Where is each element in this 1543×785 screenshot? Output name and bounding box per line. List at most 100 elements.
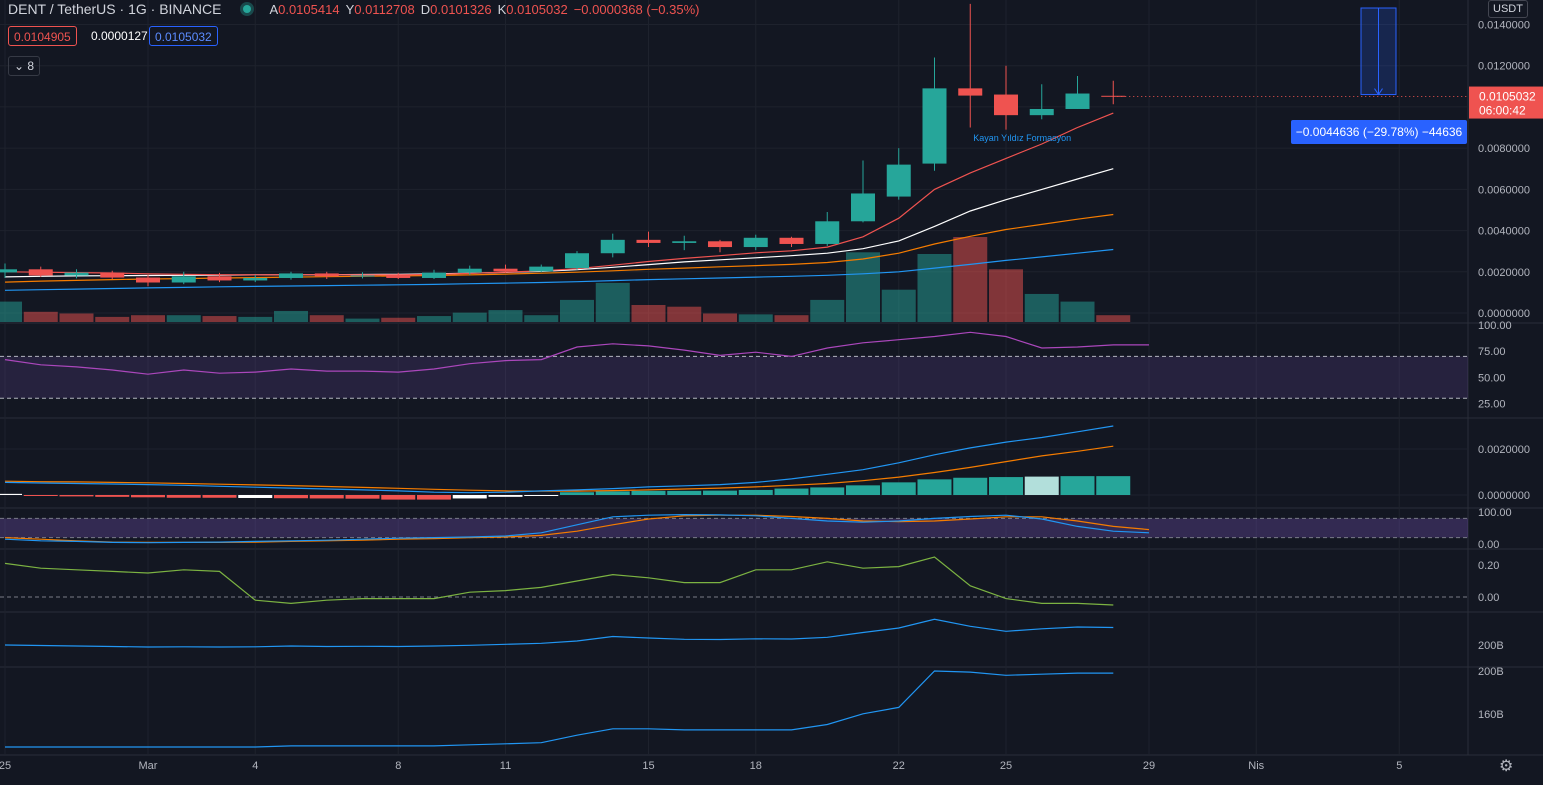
volume-bar (131, 315, 165, 322)
volume-bar (345, 318, 380, 322)
last-price-box (1469, 86, 1543, 119)
volume-bar (631, 305, 666, 322)
volume-bar (881, 289, 916, 322)
candle-body (28, 269, 53, 276)
candle-body (493, 268, 518, 272)
macd-histogram-bar (917, 479, 952, 495)
price-tick-label: 0.0120000 (1478, 61, 1530, 73)
macd-histogram-bar (309, 495, 344, 499)
macd-histogram-bar (738, 489, 773, 495)
indicator-count: 8 (27, 59, 35, 73)
ask-button[interactable]: 0.0105032 (149, 26, 218, 46)
change-value: −0.0000368 (−0.35%) (573, 2, 700, 17)
low-value: 0.0101326 (430, 2, 492, 17)
volume-bar (917, 254, 952, 322)
open-label: A (269, 2, 279, 17)
currency-unit-button[interactable]: USDT (1488, 0, 1528, 18)
price-tick-label: 0.0060000 (1478, 184, 1530, 196)
x-tick-label: Nis (1248, 760, 1264, 772)
x-tick-label: 29 (1143, 760, 1155, 772)
macd-histogram-bar (452, 495, 487, 499)
obv2-tick-label: 160B (1478, 709, 1504, 721)
volume-bar (738, 314, 773, 322)
spread-value: 0.0000127 (91, 29, 148, 43)
obv-tick-label: 200B (1478, 640, 1504, 652)
macd-histogram-bar (1060, 476, 1095, 495)
cmf-line (4, 556, 1114, 606)
candle-body (600, 239, 625, 254)
measure-label-box (1291, 120, 1467, 144)
volume-bar (524, 315, 559, 322)
candle-body (171, 276, 196, 283)
candle-body (851, 193, 875, 222)
price-tick-label: 0.0000000 (1478, 308, 1530, 320)
macd-histogram-bar (1096, 476, 1131, 495)
volume-bar (274, 310, 308, 322)
volume-bar (560, 299, 594, 322)
macd-histogram-bar (274, 495, 308, 499)
macd-histogram-bar (202, 495, 237, 498)
x-tick-label: 4 (252, 760, 258, 772)
rsi-tick-label: 100.00 (1478, 320, 1512, 332)
volume-bar (452, 312, 487, 322)
volume-bar (95, 316, 130, 322)
volume-bar (488, 310, 523, 322)
cmf-tick-label: 0.00 (1478, 592, 1499, 604)
price-tick-label: 0.0080000 (1478, 143, 1530, 155)
macd-histogram-bar (560, 492, 594, 495)
close-label: K (497, 2, 507, 17)
candle-body (815, 221, 840, 244)
macd-histogram-bar (846, 485, 880, 495)
candle-body (1029, 108, 1054, 116)
candle-body (958, 88, 983, 96)
volume-bar (202, 316, 237, 322)
close-value: 0.0105032 (506, 2, 568, 17)
macd-tick-label: 0.0020000 (1478, 444, 1530, 456)
volume-bar (59, 313, 94, 322)
volume-bar (667, 306, 702, 322)
x-tick-label: 25 (0, 760, 11, 772)
macd-histogram-bar (1024, 476, 1059, 495)
macd-histogram-bar (631, 490, 666, 495)
x-tick-label: 11 (500, 760, 511, 772)
macd-histogram-bar (524, 495, 559, 496)
countdown-value: 06:00:42 (1479, 104, 1526, 118)
x-tick-label: 25 (1000, 760, 1012, 772)
indicators-collapse-button[interactable]: ⌄ 8 (8, 56, 40, 76)
candle-body (779, 237, 804, 244)
macd-tick-label: 0.0000000 (1478, 490, 1530, 502)
macd-histogram-bar (238, 495, 273, 498)
stoch-tick-label: 100.00 (1478, 507, 1512, 519)
volume-bar (238, 316, 273, 322)
volume-bar (23, 311, 58, 322)
volume-bar (810, 299, 845, 322)
candle-body (207, 276, 232, 281)
gear-icon[interactable]: ⚙ (1499, 758, 1514, 775)
macd-histogram-bar (810, 487, 845, 495)
candle-body (64, 272, 89, 276)
candle-body (386, 275, 411, 278)
macd-signal-line (4, 445, 1114, 492)
macd-histogram-bar (703, 490, 737, 495)
candle-body (565, 253, 589, 269)
candle-body (1065, 93, 1090, 109)
obv2-tick-label: 200B (1478, 666, 1504, 678)
last-price-value: 0.0105032 (1479, 90, 1536, 104)
symbol-title[interactable]: DENT / TetherUS · 1G · BINANCE (8, 1, 222, 17)
macd-histogram-bar (95, 495, 130, 497)
macd-histogram-bar (417, 495, 451, 500)
bid-button[interactable]: 0.0104905 (8, 26, 77, 46)
low-label: D (420, 2, 431, 17)
candle-body (529, 266, 554, 272)
price-tick-label: 0.0040000 (1478, 226, 1530, 238)
pattern-annotation: Kayan Yıldız Formasyon (973, 133, 1071, 143)
volume-bar (166, 315, 201, 322)
obv-line (4, 618, 1114, 648)
ma-blue-line (4, 248, 1114, 291)
candle-body (100, 272, 125, 278)
volume-bar (1060, 301, 1095, 322)
x-tick-label: 5 (1396, 760, 1402, 772)
open-value: 0.0105414 (278, 2, 340, 17)
